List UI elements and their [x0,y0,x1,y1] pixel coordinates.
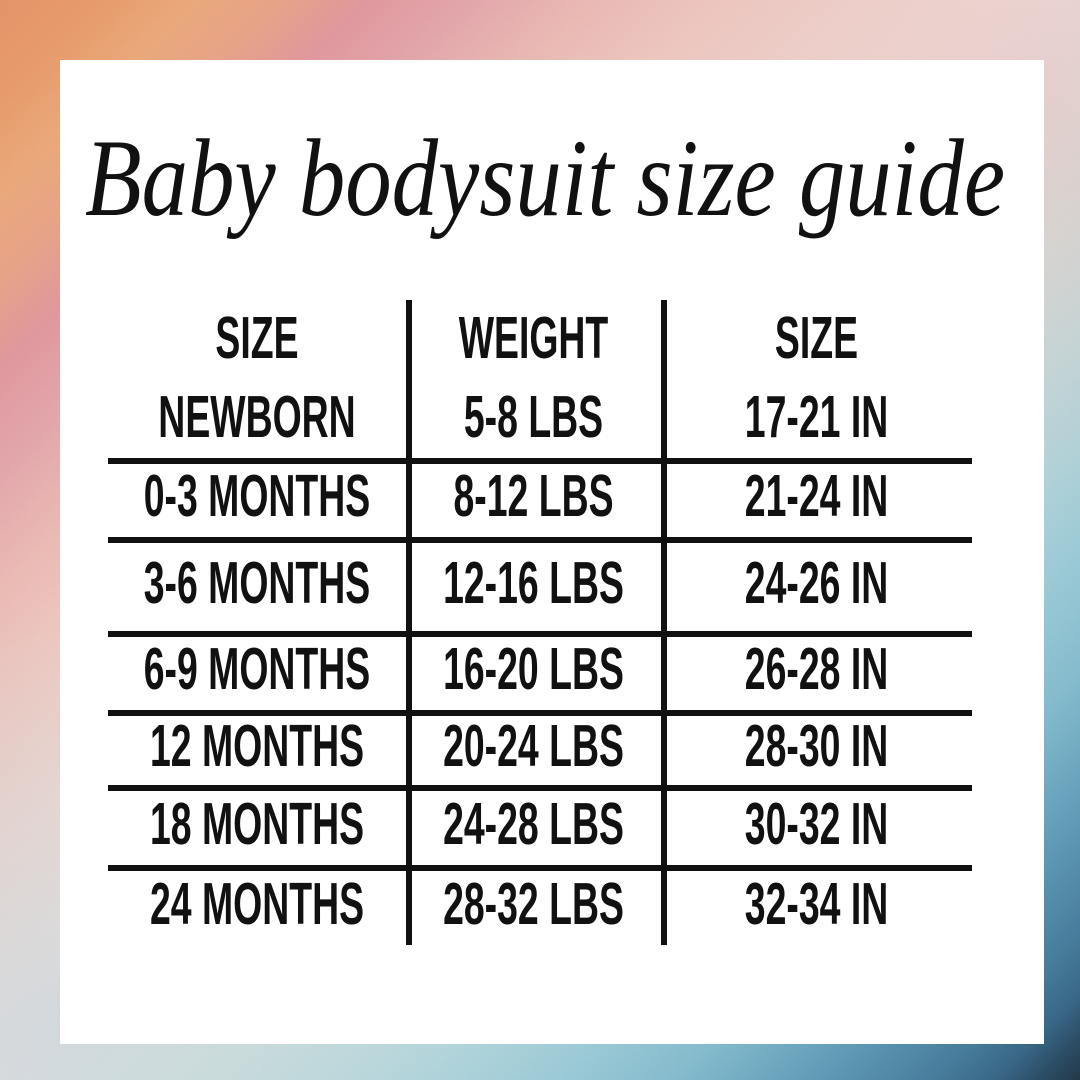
svg-text:Baby bodysuit size guide: Baby bodysuit size guide [85,117,1005,239]
